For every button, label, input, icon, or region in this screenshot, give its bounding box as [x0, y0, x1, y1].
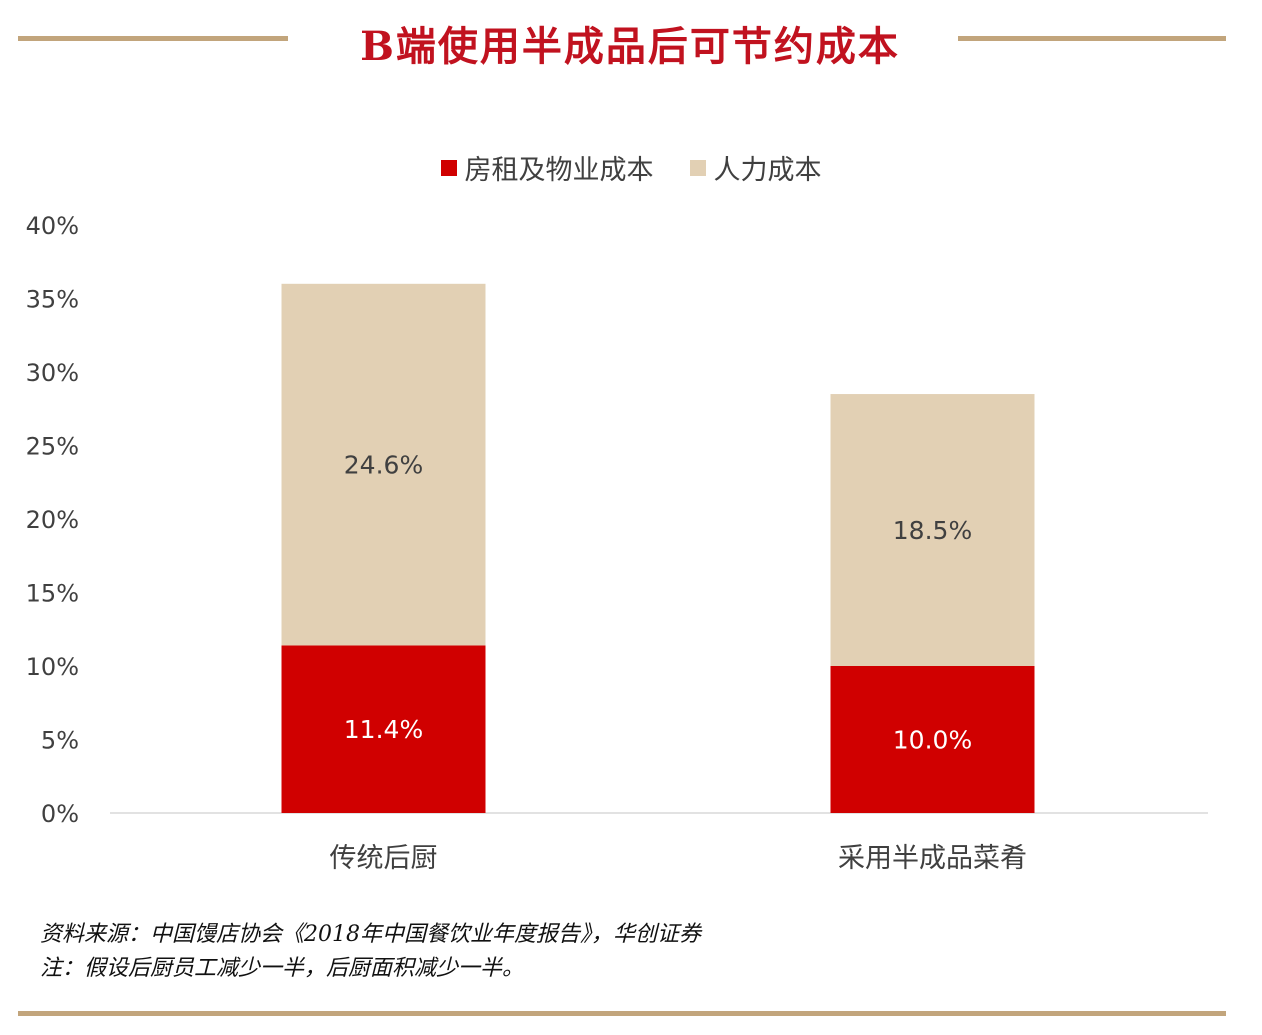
y-tick-label: 30% — [26, 359, 79, 387]
bar-segment — [281, 283, 486, 646]
x-tick-label: 采用半成品菜肴 — [838, 843, 1027, 874]
legend: 房租及物业成本 人力成本 — [0, 148, 1262, 187]
data-label: 11.4% — [344, 715, 423, 744]
legend-label-rent: 房租及物业成本 — [464, 155, 654, 186]
y-tick-label: 0% — [41, 800, 79, 828]
top-rule-right — [958, 36, 1226, 41]
legend-swatch-rent — [440, 159, 457, 176]
data-label: 18.5% — [893, 516, 972, 545]
bar-segment — [830, 666, 1035, 813]
legend-swatch-labor — [689, 159, 706, 176]
y-tick-label: 40% — [26, 212, 79, 240]
x-tick-label: 传统后厨 — [330, 843, 438, 874]
legend-item-labor: 人力成本 — [689, 148, 822, 187]
data-label: 10.0% — [893, 726, 972, 755]
y-tick-label: 25% — [26, 433, 79, 461]
data-label: 24.6% — [344, 451, 423, 480]
bar-segment — [281, 645, 486, 813]
stacked-bar-chart: 0% 5% 10% 15% 20% 25% 30% 35% 40% 11.4% 24.6% 传统后厨 1… — [26, 212, 1208, 874]
bottom-rule — [18, 1011, 1226, 1016]
top-rule-left — [18, 36, 288, 41]
bar-segment — [830, 394, 1035, 666]
y-tick-label: 10% — [26, 653, 79, 681]
y-tick-label: 20% — [26, 506, 79, 534]
y-tick-label: 5% — [41, 727, 79, 755]
source-line: 资料来源：中国馒店协会《2018年中国餐饮业年度报告》，华创证券 — [40, 922, 701, 947]
note-line: 注：假设后厨员工减少一半，后厨面积减少一半。 — [40, 956, 525, 981]
source-note: 资料来源：中国馒店协会《2018年中国餐饮业年度报告》，华创证券 注：假设后厨员… — [40, 918, 701, 986]
legend-item-rent: 房租及物业成本 — [440, 148, 654, 187]
y-tick-label: 15% — [26, 580, 79, 608]
legend-label-labor: 人力成本 — [713, 155, 822, 186]
y-tick-label: 35% — [26, 286, 79, 314]
chart-title: B端使用半成品后可节约成本 — [360, 23, 900, 70]
